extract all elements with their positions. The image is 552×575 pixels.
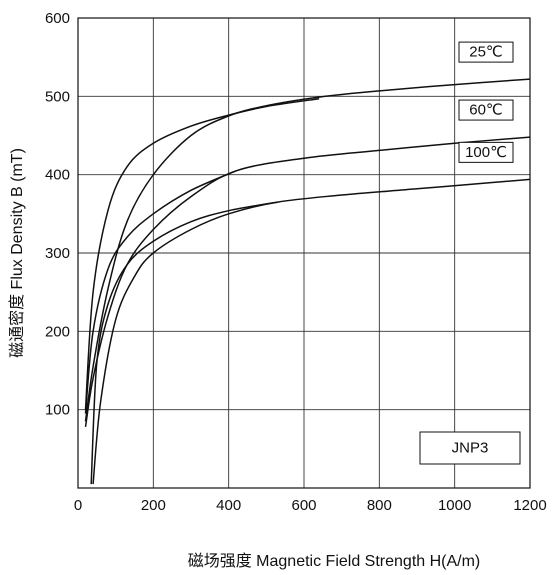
material-label: JNP3 [452, 440, 489, 457]
x-tick-label: 0 [74, 497, 82, 514]
curve-60-upper [84, 170, 237, 414]
series-label-frame [458, 141, 514, 163]
y-tick-label: 500 [45, 88, 70, 105]
series-label-100: 100℃ [458, 141, 514, 163]
material-label-frame [419, 431, 521, 465]
series-label-text: 100℃ [465, 144, 507, 161]
series-label-frame [458, 41, 514, 63]
x-axis-label: 磁场强度 Magnetic Field Strength H(A/m) [188, 552, 481, 570]
y-tick-label: 400 [45, 167, 70, 184]
x-tick-label: 200 [141, 497, 166, 514]
material-label-box: JNP3 [419, 431, 521, 465]
y-axis-label: 磁通密度 Flux Density B (mT) [8, 148, 26, 358]
x-tick-label: 1000 [438, 497, 471, 514]
x-tick-labels: 0 200 400 600 800 1000 1200 [74, 497, 547, 514]
y-tick-labels: 100 200 300 400 500 600 [45, 10, 70, 419]
x-tick-label: 800 [367, 497, 392, 514]
x-tick-label: 1200 [513, 497, 546, 514]
y-tick-label: 600 [45, 10, 70, 27]
y-tick-label: 300 [45, 245, 70, 262]
x-tick-label: 600 [291, 497, 316, 514]
plot-frame [77, 17, 531, 489]
curve-100-lower [92, 178, 530, 485]
series-label-60: 60℃ [458, 99, 514, 121]
series-label-frame [458, 99, 514, 121]
series-label-25: 25℃ [458, 41, 514, 63]
x-tick-label: 400 [216, 497, 241, 514]
curve-25-upper [84, 97, 320, 410]
y-tick-label: 200 [45, 323, 70, 340]
series-label-text: 25℃ [469, 44, 503, 61]
series-label-text: 60℃ [469, 102, 503, 119]
y-tick-label: 100 [45, 402, 70, 419]
series-labels: 25℃ 60℃ 100℃ [458, 41, 514, 163]
curves [84, 78, 530, 485]
grid-lines [78, 18, 530, 488]
curve-100-upper [90, 201, 278, 485]
curve-25-lower [84, 78, 530, 422]
curve-60-lower [84, 136, 530, 428]
